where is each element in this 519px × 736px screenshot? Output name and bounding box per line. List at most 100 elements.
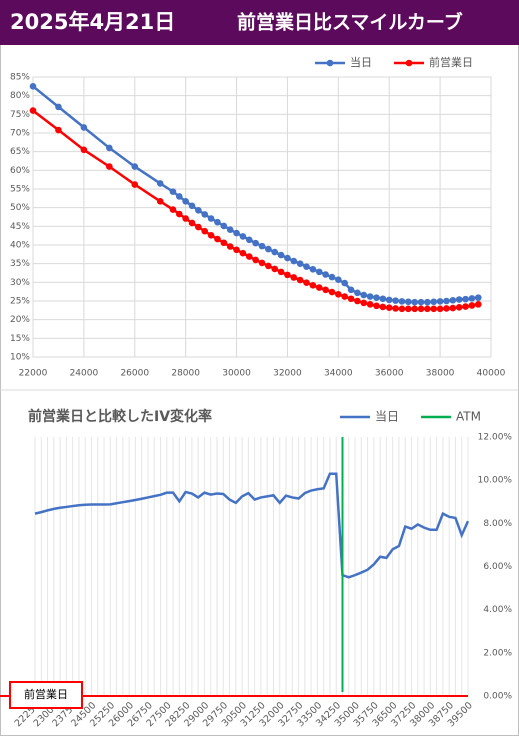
marker bbox=[252, 239, 259, 247]
y-tick-label: 4.00% bbox=[483, 605, 512, 615]
header-title: 前営業日比スマイルカーブ bbox=[237, 11, 463, 34]
marker bbox=[220, 222, 228, 230]
y-tick-label: 10% bbox=[10, 353, 30, 363]
marker bbox=[303, 263, 310, 270]
x-tick-label: 26000 bbox=[120, 369, 149, 379]
plot-border bbox=[32, 76, 492, 358]
marker bbox=[80, 124, 88, 131]
marker bbox=[309, 282, 317, 289]
y-tick-label: 55% bbox=[10, 185, 30, 195]
marker bbox=[443, 297, 450, 305]
series-line bbox=[34, 472, 470, 579]
y-tick-label: 8.00% bbox=[483, 519, 512, 529]
marker bbox=[385, 304, 393, 312]
marker bbox=[373, 302, 380, 310]
marker bbox=[430, 305, 438, 313]
marker bbox=[245, 236, 253, 244]
marker bbox=[169, 188, 177, 195]
marker bbox=[271, 265, 279, 273]
marker bbox=[474, 301, 482, 308]
legend-label: 当日 bbox=[375, 410, 399, 424]
marker bbox=[462, 303, 469, 310]
marker bbox=[265, 245, 272, 253]
legend-marker bbox=[326, 59, 334, 67]
marker bbox=[182, 215, 189, 222]
marker bbox=[335, 290, 342, 298]
marker bbox=[354, 297, 361, 305]
marker bbox=[315, 268, 323, 276]
marker bbox=[436, 305, 444, 313]
marker bbox=[277, 251, 285, 259]
marker bbox=[347, 286, 355, 294]
marker bbox=[201, 211, 209, 218]
marker bbox=[405, 298, 412, 306]
marker bbox=[322, 286, 329, 294]
marker bbox=[322, 271, 329, 278]
marker bbox=[106, 163, 113, 170]
marker bbox=[341, 293, 348, 300]
y-tick-label: 40% bbox=[10, 241, 30, 251]
marker bbox=[284, 271, 291, 279]
y-tick-label: 0.00% bbox=[483, 692, 512, 702]
marker bbox=[239, 233, 247, 240]
marker bbox=[462, 295, 469, 303]
marker bbox=[417, 298, 425, 306]
x-tick-label: 28000 bbox=[171, 369, 200, 379]
marker bbox=[392, 297, 399, 304]
marker bbox=[169, 206, 177, 213]
marker bbox=[474, 294, 482, 301]
marker bbox=[195, 223, 202, 231]
marker bbox=[226, 226, 234, 233]
marker bbox=[131, 181, 139, 188]
marker bbox=[379, 303, 387, 311]
marker bbox=[296, 276, 304, 284]
y-tick-label: 45% bbox=[10, 222, 30, 232]
marker bbox=[176, 193, 183, 200]
marker bbox=[207, 215, 215, 222]
marker bbox=[207, 231, 215, 239]
x-tick-label: 30000 bbox=[222, 369, 251, 379]
marker bbox=[309, 265, 317, 273]
marker bbox=[335, 276, 342, 284]
marker bbox=[436, 298, 444, 305]
x-tick-label: 34000 bbox=[324, 369, 353, 379]
marker bbox=[220, 239, 228, 247]
marker bbox=[354, 289, 361, 297]
y-tick-label: 60% bbox=[10, 166, 30, 176]
marker bbox=[455, 296, 463, 303]
marker bbox=[328, 288, 336, 296]
marker bbox=[443, 305, 450, 312]
marker bbox=[277, 268, 285, 276]
marker bbox=[398, 298, 406, 305]
marker bbox=[373, 294, 380, 301]
y-tick-label: 50% bbox=[10, 203, 30, 213]
marker bbox=[385, 296, 393, 304]
y-tick-label: 70% bbox=[10, 129, 30, 139]
baseline-label: 前営業日 bbox=[24, 687, 68, 701]
y-tick-label: 2.00% bbox=[483, 648, 512, 658]
marker bbox=[392, 305, 399, 312]
marker bbox=[328, 273, 336, 281]
y-tick-label: 75% bbox=[10, 110, 30, 120]
marker bbox=[398, 305, 406, 313]
marker bbox=[347, 295, 355, 303]
marker bbox=[296, 260, 304, 267]
marker bbox=[252, 256, 259, 264]
marker bbox=[245, 253, 253, 260]
marker bbox=[449, 304, 457, 312]
legend-label: 当日 bbox=[350, 55, 372, 69]
marker bbox=[233, 229, 240, 237]
chart-title: 前営業日と比較したIV変化率 bbox=[28, 408, 212, 425]
legend-label: 前営業日 bbox=[429, 55, 473, 69]
marker bbox=[214, 218, 221, 226]
y-tick-label: 25% bbox=[10, 297, 30, 307]
marker bbox=[156, 180, 164, 187]
header-bar bbox=[0, 0, 519, 45]
y-tick-label: 12.00% bbox=[478, 433, 513, 443]
y-tick-label: 35% bbox=[10, 259, 30, 269]
y-tick-label: 15% bbox=[10, 334, 30, 344]
marker bbox=[233, 246, 240, 254]
baseline-label-box bbox=[9, 681, 83, 709]
